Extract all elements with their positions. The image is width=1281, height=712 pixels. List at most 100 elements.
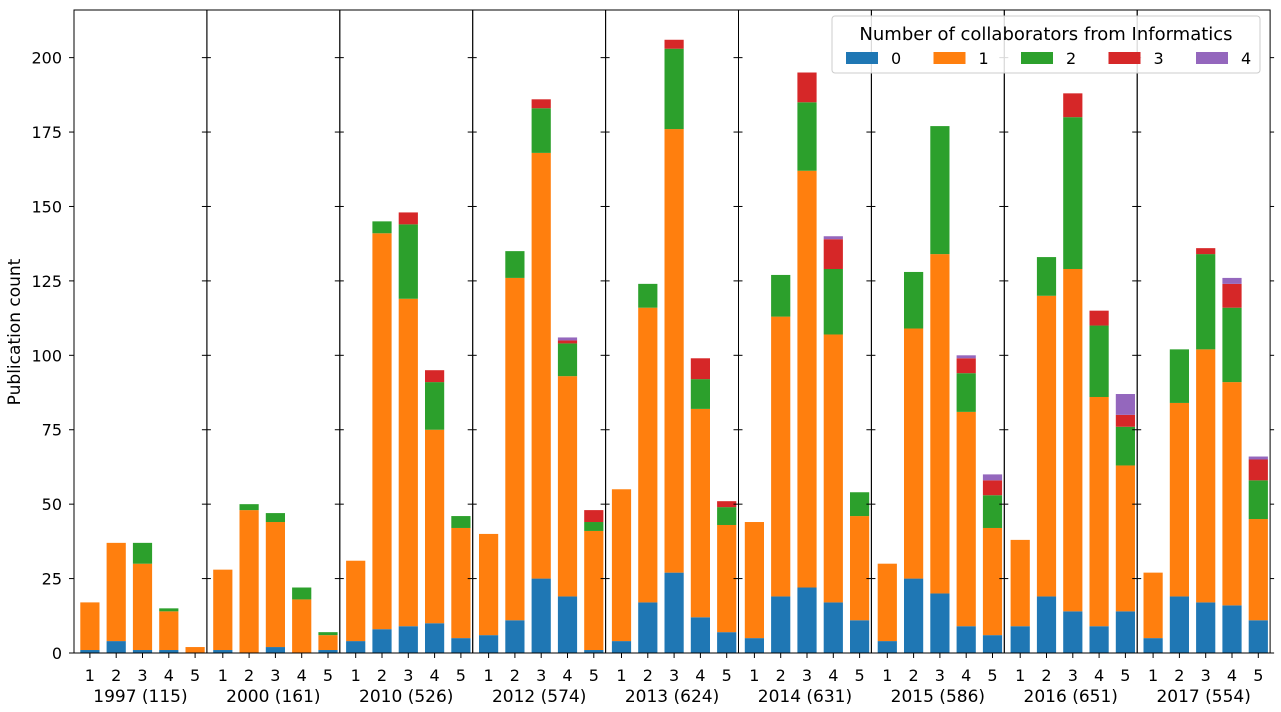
bar-segment (531, 108, 551, 153)
bar-segment (797, 72, 817, 103)
bar-segment (425, 382, 445, 430)
bar-segment (132, 542, 153, 564)
bar-tick-label: 3 (403, 666, 413, 685)
bar-tick-label: 1 (351, 666, 361, 685)
group-label: 2013 (624) (625, 687, 719, 707)
bar-segment (1222, 605, 1242, 653)
bar-segment (584, 510, 604, 523)
bar-segment (771, 596, 791, 653)
bar-segment (398, 224, 418, 299)
bar-segment (505, 620, 525, 653)
group-label: 2010 (526) (359, 687, 453, 707)
bar-segment (479, 533, 499, 636)
bar-segment (557, 376, 578, 597)
bar-tick-label: 5 (589, 666, 599, 685)
bar-segment (850, 492, 870, 517)
bar-segment (717, 525, 737, 633)
bar-tick-label: 1 (85, 666, 95, 685)
bar-segment (372, 221, 392, 234)
legend-swatch (933, 52, 966, 64)
bar-segment (425, 370, 445, 383)
bar-segment (1063, 611, 1083, 653)
bar-segment (850, 516, 870, 621)
bar-segment (823, 239, 843, 269)
legend: Number of collaborators from Informatics… (831, 15, 1261, 74)
bar-segment (1196, 349, 1216, 603)
bar-tick-label: 4 (562, 666, 572, 685)
bar-tick-label: 4 (297, 666, 307, 685)
legend-title: Number of collaborators from Informatics (859, 24, 1232, 45)
y-tick-label: 50 (42, 495, 62, 514)
bar-segment (690, 617, 710, 653)
bar-segment (823, 236, 843, 240)
group-label: 2015 (586) (891, 687, 985, 707)
bar-segment (717, 507, 737, 525)
bar-segment (956, 626, 976, 653)
bar-segment (1115, 426, 1135, 466)
legend-swatch (846, 52, 878, 64)
bar-tick-label: 5 (722, 666, 732, 685)
bar-tick-label: 5 (1120, 666, 1130, 685)
bar-tick-label: 1 (882, 666, 892, 685)
bar-segment (1036, 295, 1057, 597)
bar-segment (1222, 283, 1242, 308)
bar-segment (1248, 456, 1268, 460)
group-label: 1997 (115) (93, 687, 187, 707)
bar-segment (557, 340, 578, 344)
bar-segment (744, 638, 764, 653)
bar-segment (531, 152, 551, 579)
y-axis-label: Publication count (5, 258, 25, 405)
bar-segment (346, 560, 366, 642)
bar-segment (132, 563, 153, 651)
bar-segment (982, 495, 1003, 528)
bar-segment (877, 641, 897, 653)
legend-swatch (1108, 52, 1141, 64)
y-tick-label: 200 (31, 49, 62, 68)
bar-segment (1143, 572, 1163, 639)
bar-segment (1010, 539, 1030, 627)
bar-segment (346, 641, 366, 653)
bar-tick-label: 3 (935, 666, 945, 685)
bar-segment (1115, 465, 1135, 612)
bar-segment (1169, 349, 1189, 403)
bar-segment (1063, 93, 1083, 118)
bar-segment (265, 513, 285, 523)
bar-tick-label: 4 (1227, 666, 1237, 685)
bar-segment (584, 522, 604, 531)
bar-segment (398, 626, 418, 653)
bar-tick-label: 2 (909, 666, 919, 685)
group-label: 2012 (574) (492, 687, 586, 707)
bar-segment (982, 480, 1003, 496)
bar-segment (1115, 394, 1135, 415)
bar-segment (185, 647, 205, 653)
bar-segment (797, 170, 817, 588)
bar-segment (904, 271, 924, 329)
bar-tick-label: 1 (1015, 666, 1025, 685)
legend-label: 1 (979, 49, 989, 68)
bar-tick-label: 4 (828, 666, 838, 685)
y-tick-label: 125 (31, 272, 62, 291)
bar-segment (982, 474, 1003, 481)
bar-segment (930, 593, 950, 653)
bar-segment (451, 516, 471, 528)
bar-segment (1196, 602, 1216, 653)
bar-segment (1089, 310, 1109, 326)
bar-segment (1248, 480, 1268, 520)
bar-segment (1248, 620, 1268, 653)
legend-label: 4 (1241, 49, 1251, 68)
y-tick-label: 150 (31, 197, 62, 216)
bar-segment (638, 602, 658, 653)
bar-segment (372, 629, 392, 653)
bar-segment (717, 632, 737, 653)
bar-tick-label: 5 (987, 666, 997, 685)
bar-segment (638, 283, 658, 308)
bar-segment (505, 277, 525, 621)
bar-segment (1222, 382, 1242, 606)
group-label: 2000 (161) (226, 687, 320, 707)
legend-items: 0 1 2 3 4 (846, 49, 1251, 68)
bar-tick-label: 3 (669, 666, 679, 685)
bar-segment (1196, 248, 1216, 255)
